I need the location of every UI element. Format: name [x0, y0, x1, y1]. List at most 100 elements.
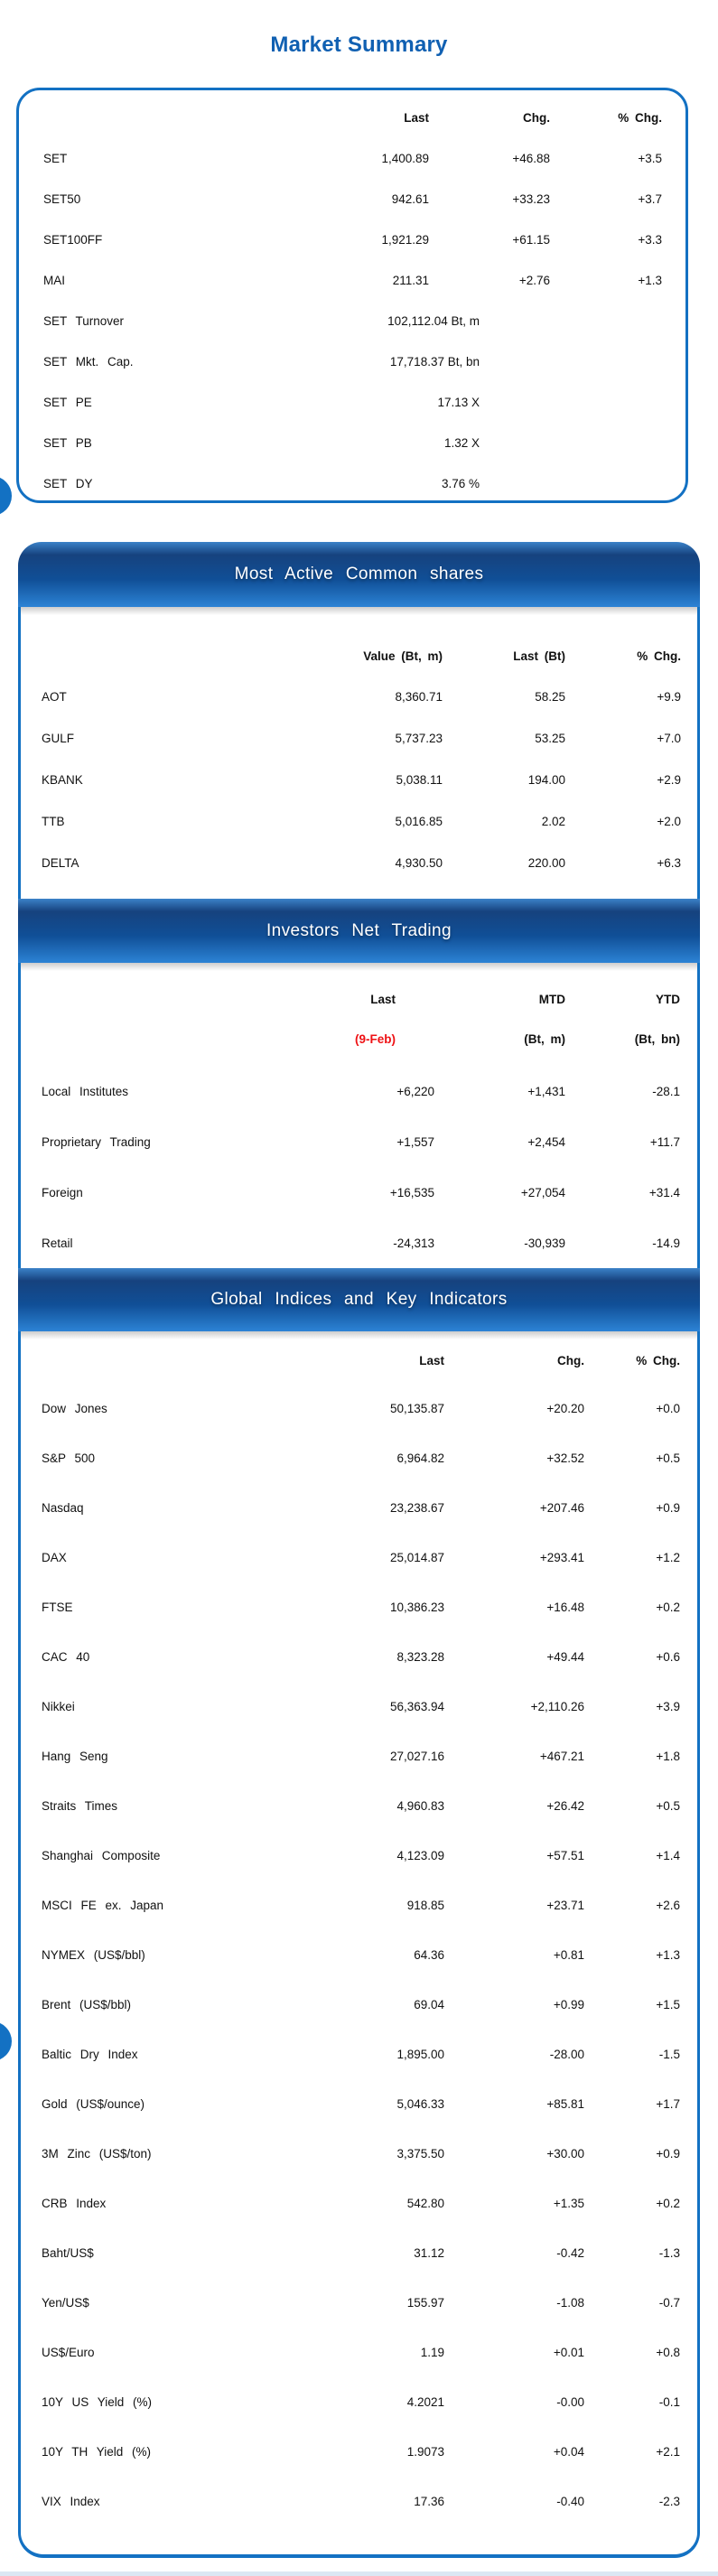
last-bt: 220.00: [527, 855, 565, 870]
pct-chg-value: -1.5: [658, 2048, 680, 2061]
last-value: 542.80: [406, 2197, 444, 2210]
investors-table: Last MTD YTD (9-Feb) (Bt, m) (Bt, bn): [21, 979, 680, 1268]
table-row: S&P 500 6,964.82 +32.52 +0.5: [21, 1433, 680, 1483]
last-value: 1.19: [420, 2346, 444, 2359]
table-row: CRB Index 542.80 +1.35 +0.2: [21, 2179, 680, 2228]
table-row: Shanghai Composite 4,123.09 +57.51 +1.4: [21, 1831, 680, 1881]
row-label: SET100FF: [43, 233, 103, 247]
pct-chg-value: +0.2: [656, 2197, 680, 2210]
column-header-last: Last: [419, 1353, 444, 1367]
table-row: Hang Seng 27,027.16 +467.21 +1.8: [21, 1731, 680, 1781]
chg-value: +33.23: [512, 192, 550, 206]
pct-chg-value: +1.8: [656, 1750, 680, 1763]
last-value: 1,400.89: [381, 152, 429, 165]
pct-chg-value: +0.2: [656, 1601, 680, 1614]
value-btm: 4,930.50: [395, 855, 443, 870]
chg-value: +46.88: [512, 152, 550, 165]
last-value: 27,027.16: [389, 1750, 444, 1763]
pct-chg-value: +1.7: [656, 2097, 680, 2111]
table-row: 10Y TH Yield (%) 1.9073 +0.04 +2.1: [21, 2427, 680, 2477]
last-value: 1.9073: [406, 2445, 444, 2459]
index-name: FTSE: [42, 1601, 73, 1614]
table-row: 10Y US Yield (%) 4.2021 -0.00 -0.1: [21, 2377, 680, 2427]
column-header-mtd: MTD: [538, 992, 565, 1006]
row-label: SET50: [43, 192, 81, 206]
global-indices-table: Last Chg. % Chg. Dow Jones 50,135.87: [21, 1340, 680, 2526]
table-row: Foreign +16,535 +27,054 +31.4: [21, 1167, 680, 1218]
index-name: Baltic Dry Index: [42, 2048, 138, 2061]
last-bt: 53.25: [535, 731, 565, 745]
last-value: 64.36: [414, 1948, 444, 1962]
table-row: CAC 40 8,323.28 +49.44 +0.6: [21, 1632, 680, 1682]
pct-chg-value: +3.5: [638, 152, 662, 165]
stat-value: 3.76 %: [441, 477, 480, 490]
last-value: +16,535: [389, 1185, 434, 1199]
table-row: Local Institutes +6,220 +1,431 -28.1: [21, 1066, 680, 1116]
table-row: US$/Euro 1.19 +0.01 +0.8: [21, 2328, 680, 2377]
last-value: 3,375.50: [396, 2147, 444, 2161]
chg-value: +32.52: [546, 1451, 584, 1465]
last-value: 155.97: [406, 2296, 444, 2310]
index-name: Gold (US$/ounce): [42, 2097, 145, 2111]
table-row: VIX Index 17.36 -0.40 -2.3: [21, 2477, 680, 2526]
last-value: 1,895.00: [396, 2048, 444, 2061]
chg-value: +30.00: [546, 2147, 584, 2161]
index-name: Dow Jones: [42, 1402, 107, 1415]
last-value: 25,014.87: [389, 1551, 444, 1564]
investor-type: Retail: [42, 1236, 73, 1250]
table-row: DELTA 4,930.50 220.00 +6.3: [21, 842, 681, 883]
chg-value: +207.46: [539, 1501, 584, 1515]
table-row: Gold (US$/ounce) 5,046.33 +85.81 +1.7: [21, 2079, 680, 2129]
last-value: +1,557: [396, 1134, 434, 1149]
stock-symbol: TTB: [42, 814, 65, 828]
value-btm: 5,038.11: [396, 772, 443, 787]
pct-chg-value: +0.9: [656, 1501, 680, 1515]
left-edge-circle-decoration-bottom: [0, 2021, 12, 2061]
chg-value: +20.20: [546, 1402, 584, 1415]
global-indices-body: Last Chg. % Chg. Dow Jones 50,135.87: [18, 1331, 700, 2558]
ytd-value: +31.4: [648, 1185, 680, 1199]
last-value: 56,363.94: [389, 1700, 444, 1713]
table-row: KBANK 5,038.11 194.00 +2.9: [21, 759, 681, 800]
chg-value: +2,110.26: [530, 1700, 584, 1713]
index-name: S&P 500: [42, 1451, 96, 1465]
table-row: AOT 8,360.71 58.25 +9.9: [21, 676, 681, 717]
table-row: Yen/US$ 155.97 -1.08 -0.7: [21, 2278, 680, 2328]
chg-value: -1.08: [556, 2296, 584, 2310]
index-name: Straits Times: [42, 1799, 118, 1813]
chg-value: +1.35: [553, 2197, 584, 2210]
chg-value: +0.01: [553, 2346, 584, 2359]
pct-chg-value: -2.3: [658, 2495, 680, 2508]
most-active-header-bar: Most Active Common shares: [18, 542, 700, 607]
stock-symbol: KBANK: [42, 772, 83, 787]
most-active-table: Value (Bt, m) Last (Bt) % Chg. AOT 8,360…: [21, 636, 681, 883]
row-label: SET Mkt. Cap.: [43, 355, 134, 369]
investors-body: Last MTD YTD (9-Feb) (Bt, m) (Bt, bn): [18, 963, 700, 1268]
last-bt: 58.25: [535, 689, 565, 704]
stock-symbol: GULF: [42, 731, 75, 745]
empty-header-cell: [21, 1019, 275, 1059]
column-header-last-bt: Last (Bt): [513, 649, 565, 663]
index-name: US$/Euro: [42, 2346, 95, 2359]
table-row: MSCI FE ex. Japan 918.85 +23.71 +2.6: [21, 1881, 680, 1930]
column-subheader-btbn: (Bt, bn): [634, 1031, 680, 1046]
pct-chg-value: +1.2: [656, 1551, 680, 1564]
investors-header-row-1: Last MTD YTD: [21, 979, 680, 1019]
pct-chg-value: +3.9: [656, 1700, 680, 1713]
table-row: Baltic Dry Index 1,895.00 -28.00 -1.5: [21, 2030, 680, 2079]
market-summary-header-row: Last Chg. % Chg.: [19, 98, 662, 138]
value-btm: 5,016.85: [395, 814, 443, 828]
index-name: VIX Index: [42, 2495, 100, 2508]
pct-chg-value: +0.5: [656, 1799, 680, 1813]
pct-chg-value: +1.3: [638, 274, 662, 287]
row-label: SET DY: [43, 477, 93, 490]
table-row: SET Turnover 102,112.04 Bt, m: [19, 301, 662, 341]
page-title: Market Summary: [270, 33, 448, 57]
investor-type: Proprietary Trading: [42, 1134, 151, 1149]
row-label: SET Turnover: [43, 314, 125, 328]
global-indices-header-bar: Global Indices and Key Indicators: [18, 1268, 700, 1331]
pct-chg-value: +1.5: [656, 1998, 680, 2011]
pct-chg-value: +9.9: [657, 689, 681, 704]
chg-value: +293.41: [539, 1551, 584, 1564]
